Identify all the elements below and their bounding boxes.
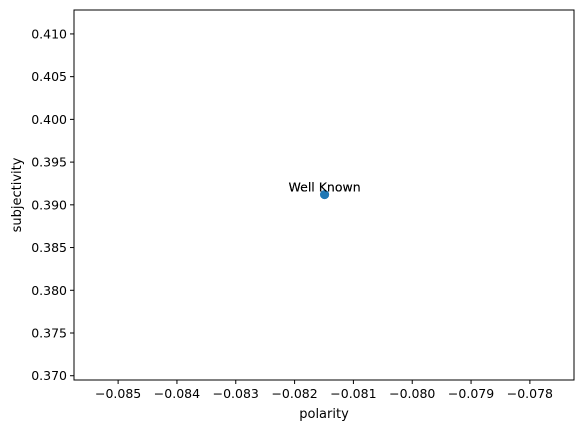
point-label: Well Known	[289, 180, 361, 195]
y-tick-label: 0.400	[31, 112, 67, 127]
x-tick-label: −0.084	[154, 386, 200, 401]
y-tick-label: 0.410	[31, 26, 67, 41]
data-points	[320, 190, 330, 200]
x-tick-label: −0.083	[213, 386, 259, 401]
x-axis-label: polarity	[299, 407, 349, 422]
x-tick-label: −0.081	[330, 386, 376, 401]
y-tick-label: 0.385	[31, 240, 67, 255]
x-axis-ticks: −0.085 −0.084 −0.083 −0.082 −0.081 −0.080 −0.0…	[95, 380, 553, 401]
plot-frame	[73, 9, 575, 381]
x-tick-label: −0.079	[448, 386, 494, 401]
y-tick-label: 0.405	[31, 69, 67, 84]
y-tick-label: 0.390	[31, 197, 67, 212]
point-label: Well Known	[289, 180, 361, 195]
y-tick-label: 0.380	[31, 283, 67, 298]
y-tick-label: 0.370	[31, 368, 67, 383]
x-tick-label: −0.085	[95, 386, 141, 401]
x-tick-label: −0.082	[271, 386, 317, 401]
y-tick-label: 0.375	[31, 326, 67, 341]
data-point	[320, 190, 330, 200]
y-axis-label: subjectivity	[10, 157, 25, 232]
y-tick-label: 0.395	[31, 155, 67, 170]
x-tick-label: −0.080	[389, 386, 435, 401]
y-axis-ticks: 0.370 0.375 0.380 0.385 0.390 0.395 0.400 0.405…	[31, 26, 74, 383]
x-tick-label: −0.078	[507, 386, 553, 401]
